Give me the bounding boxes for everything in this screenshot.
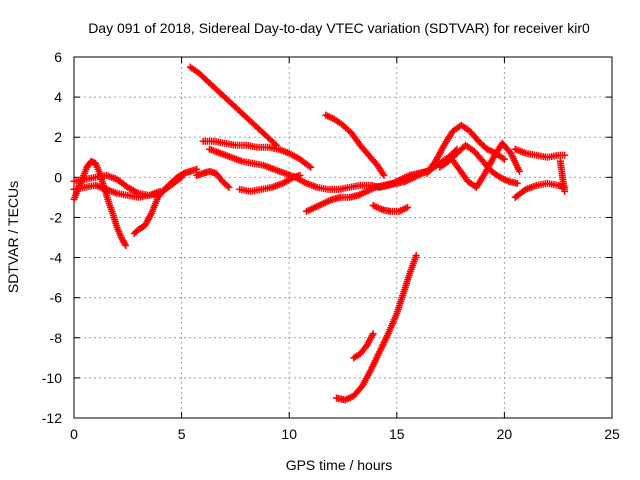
x-tick-label: 20 — [497, 426, 513, 442]
data-point — [224, 182, 232, 190]
series-s8 — [206, 145, 373, 193]
x-tick-label: 10 — [281, 426, 297, 442]
axis-ticks — [73, 56, 613, 419]
data-point — [513, 179, 521, 187]
series-s17 — [436, 141, 521, 187]
data-point — [380, 171, 388, 179]
y-axis-label: SDTVAR / TECUs — [5, 181, 21, 293]
y-tick-label: -6 — [50, 290, 63, 306]
y-tick-label: 4 — [54, 89, 62, 105]
data-point — [561, 151, 569, 159]
x-tick-label: 25 — [604, 426, 620, 442]
data-point — [515, 167, 523, 175]
series-s13 — [369, 201, 412, 215]
x-tick-label: 15 — [389, 426, 405, 442]
data-point — [307, 163, 315, 171]
data-point — [404, 203, 412, 211]
series-s6 — [186, 63, 280, 149]
data-point — [500, 155, 508, 163]
series-s16 — [423, 121, 508, 177]
series-s18 — [447, 139, 523, 191]
series-s1 — [70, 157, 130, 250]
data-point — [305, 162, 313, 170]
y-tick-label: -12 — [42, 410, 62, 426]
y-tick-label: 6 — [54, 49, 62, 65]
y-tick-label: -4 — [50, 250, 63, 266]
series-s11 — [322, 111, 388, 179]
data-point — [225, 183, 233, 191]
y-tick-label: -10 — [42, 370, 62, 386]
chart-title: Day 091 of 2018, Sidereal Day-to-day VTE… — [88, 20, 590, 36]
data-point — [296, 171, 304, 179]
y-tick-label: 0 — [54, 169, 62, 185]
series-s19 — [511, 145, 569, 161]
series-s15 — [350, 330, 377, 362]
y-tick-label: -8 — [50, 330, 63, 346]
data-point — [561, 187, 569, 195]
plot-frame — [73, 56, 613, 419]
series-s21 — [556, 157, 569, 195]
x-axis-label: GPS time / hours — [286, 457, 393, 473]
grid — [74, 57, 612, 418]
x-tick-label: 0 — [70, 426, 78, 442]
series-s9 — [236, 171, 304, 195]
x-tick-label: 5 — [178, 426, 186, 442]
y-tick-label: 2 — [54, 129, 62, 145]
data-point — [369, 330, 377, 338]
tick-labels: 0 5 10 15 20 25 -12 -10 -8 -6 -4 -2 0 2 4 6 — [42, 49, 620, 442]
series-s4 — [130, 165, 201, 237]
series-s14 — [333, 252, 420, 404]
data-marks — [70, 63, 569, 404]
series-s7 — [199, 137, 315, 171]
data-point — [193, 165, 201, 173]
data-point — [412, 252, 420, 260]
y-tick-label: -2 — [50, 209, 63, 225]
series-s5 — [193, 167, 233, 191]
data-point — [122, 242, 130, 250]
series-s3 — [70, 181, 164, 201]
